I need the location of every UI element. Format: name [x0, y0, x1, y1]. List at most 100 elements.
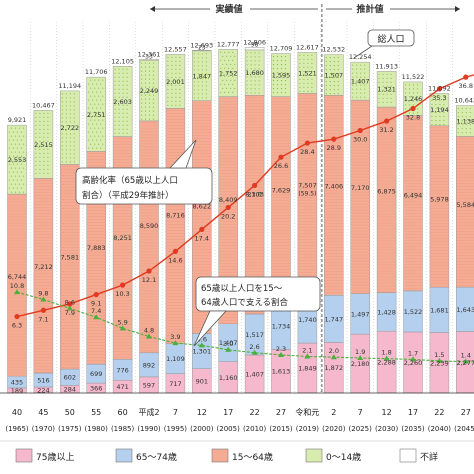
- segment-label: 435: [11, 379, 23, 387]
- bar-pattern-dot: [329, 69, 331, 71]
- bar-pattern-dot: [47, 160, 49, 162]
- bar-pattern-dot: [201, 77, 203, 79]
- bar-pattern-dot: [43, 116, 45, 118]
- support-ratio-point: [436, 357, 443, 363]
- bar-pattern-dot: [39, 156, 41, 158]
- bar-pattern-dot: [364, 96, 366, 98]
- aging-rate-label: 12.1: [142, 276, 156, 284]
- segment-label: 7,170: [351, 184, 370, 192]
- bar-pattern-dot: [276, 67, 279, 70]
- bar-pattern-dot: [167, 84, 169, 86]
- bar-pattern-dot: [469, 124, 471, 126]
- bar-pattern-dot: [126, 108, 128, 110]
- bar-pattern-dot: [18, 159, 21, 161]
- bar-pattern-dot: [148, 94, 151, 96]
- bar-pattern-dot: [39, 168, 41, 170]
- bar-pattern-dot: [118, 124, 120, 126]
- total-tag-text: 総人口: [377, 33, 404, 45]
- bar-pattern-dot: [94, 95, 96, 97]
- bar-pattern-dot: [258, 76, 260, 78]
- bar-pattern-dot: [299, 66, 301, 68]
- bar-pattern-dot: [43, 112, 45, 114]
- bar-pattern-dot: [431, 107, 433, 110]
- bar-pattern-dot: [175, 100, 177, 102]
- bar-pattern-dot: [179, 92, 181, 94]
- bar-pattern-dot: [167, 64, 169, 66]
- support-ratio-label: 5.9: [117, 318, 127, 326]
- bar-pattern-dot: [73, 157, 75, 159]
- bar-pattern-dot: [205, 77, 207, 79]
- bar-pattern-dot: [272, 75, 275, 78]
- bar-pattern-dot: [94, 79, 96, 81]
- segment-label: 5,584: [456, 201, 474, 209]
- bar-pattern-dot: [382, 93, 384, 95]
- bar-pattern-dot: [469, 108, 471, 110]
- bar-pattern-dot: [22, 135, 25, 137]
- bar-pattern-dot: [443, 123, 445, 126]
- support-ratio-label: 1.4: [461, 352, 471, 360]
- bar-pattern-dot: [65, 145, 67, 147]
- segment-label: 2,249: [140, 87, 159, 95]
- bar-pattern-dot: [329, 93, 331, 95]
- bar-pattern-dot: [175, 104, 177, 106]
- bar-pattern-dot: [435, 111, 437, 114]
- bar-pattern-dot: [390, 101, 392, 103]
- bar-pattern-dot: [408, 100, 411, 102]
- support-ratio-label: 2.1: [302, 346, 312, 354]
- bar-pattern-dot: [171, 64, 173, 66]
- bar-pattern-dot: [224, 59, 226, 61]
- bar-pattern-dot: [98, 143, 100, 145]
- bar-pattern-dot: [325, 65, 327, 67]
- bar-pattern-dot: [43, 156, 45, 158]
- bar-pattern-dot: [100, 131, 102, 133]
- bar-pattern-dot: [382, 85, 384, 87]
- bar-pattern-dot: [167, 76, 169, 78]
- x-tick-year: (1965): [5, 425, 29, 433]
- bar-pattern-dot: [73, 133, 75, 135]
- bar-pattern-dot: [333, 81, 335, 83]
- bar-pattern-dot: [465, 120, 467, 122]
- bar-pattern-dot: [47, 140, 49, 142]
- segment-label: 8,409: [219, 196, 238, 204]
- bar-pattern-dot: [404, 100, 407, 102]
- bar-pattern-dot: [250, 88, 252, 90]
- bar-pattern-dot: [73, 125, 75, 127]
- bar-pattern-dot: [311, 66, 313, 68]
- bar-pattern-dot: [114, 72, 116, 74]
- bar-pattern-dot: [73, 137, 75, 139]
- bar-pattern-dot: [228, 59, 230, 61]
- bar-pattern-dot: [360, 80, 362, 82]
- bar-pattern-dot: [356, 68, 358, 70]
- bar-pattern-dot: [435, 123, 437, 126]
- bar-pattern-dot: [114, 124, 116, 126]
- bar-pattern-dot: [65, 109, 67, 111]
- support-ratio-point: [357, 354, 364, 360]
- bar-pattern-dot: [73, 101, 75, 103]
- bar-pattern-dot: [148, 86, 151, 88]
- bar-pattern-dot: [114, 112, 116, 114]
- bar-pattern-dot: [18, 191, 21, 193]
- bar-pattern-dot: [114, 88, 116, 90]
- bar-pattern-dot: [43, 136, 45, 138]
- callout-box-support: [195, 276, 321, 312]
- bar-pattern-dot: [152, 66, 155, 68]
- bar-pattern-dot: [431, 119, 433, 122]
- bar-pattern-dot: [167, 72, 169, 74]
- support-ratio-point: [462, 358, 469, 364]
- bar-pattern-dot: [39, 132, 41, 134]
- bar-pattern-dot: [148, 106, 151, 108]
- bar-pattern-dot: [193, 77, 195, 79]
- total-label: 12,777: [217, 40, 240, 48]
- bar-pattern-dot: [152, 70, 155, 72]
- bar-pattern-dot: [94, 143, 96, 145]
- support-ratio-label: 1.8: [381, 349, 391, 357]
- bar-pattern-dot: [171, 76, 173, 78]
- segment-label: (59.5): [298, 191, 316, 198]
- bar-pattern-dot: [148, 90, 151, 92]
- bar-pattern-dot: [43, 140, 45, 142]
- bar-pattern-dot: [224, 75, 226, 77]
- bar-pattern-dot: [197, 57, 199, 59]
- legend-label: 75歳以上: [36, 451, 74, 463]
- bar-pattern-dot: [205, 81, 207, 83]
- segment-label: 1,847: [192, 72, 211, 80]
